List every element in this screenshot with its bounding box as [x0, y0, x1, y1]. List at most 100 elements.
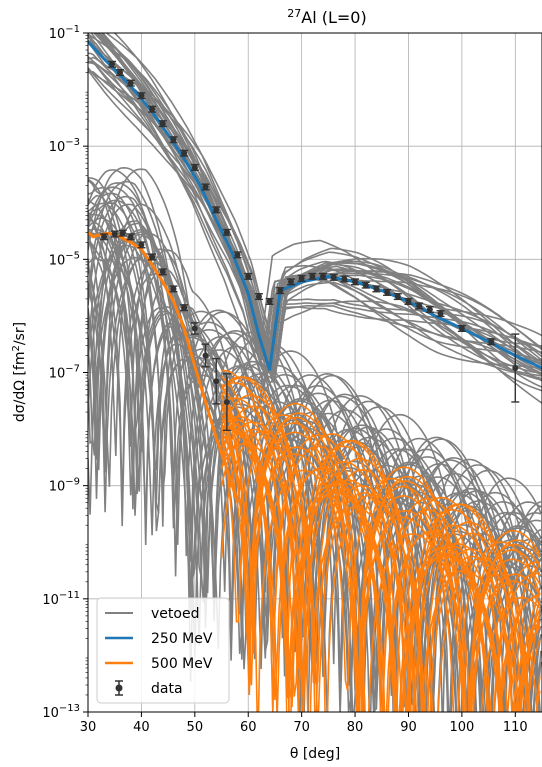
data-point: [149, 106, 156, 113]
data-point: [213, 378, 220, 385]
data-point: [298, 275, 305, 282]
legend: vetoed 250 MeV 500 MeV data: [96, 597, 230, 704]
y-tick-label: 10−1: [49, 24, 80, 42]
mev500-ensemble-curve: [221, 428, 541, 712]
data-point: [287, 278, 294, 285]
y-tick-label: 10−3: [49, 137, 80, 155]
y-tick-base: 10: [49, 253, 66, 268]
y-tick-base: 10: [49, 27, 66, 42]
vetoed-curve: [88, 61, 542, 375]
legend-swatch-data-marker: [115, 684, 123, 692]
vetoed-curve: [88, 178, 542, 712]
data-point: [138, 92, 145, 99]
legend-label-vetoed: vetoed: [151, 606, 199, 622]
x-tick-label: 80: [347, 720, 364, 735]
data-point: [223, 229, 230, 236]
y-tick-base: 10: [42, 593, 59, 608]
axis-ticks: 30 40 50 60 70 80 90 100 11010−110−310−510−710−9…: [42, 24, 527, 735]
mev500-ensemble-curve: [221, 425, 541, 712]
data-point: [426, 306, 433, 313]
y-tick-label: 10−11: [42, 590, 80, 608]
data-point: [488, 338, 495, 345]
data-point: [149, 253, 156, 260]
data-point: [159, 120, 166, 127]
data-point: [138, 241, 145, 248]
legend-label-250mev: 250 MeV: [151, 631, 213, 647]
x-tick-label: 30: [80, 720, 97, 735]
y-tick-exponent: −3: [65, 137, 80, 148]
mev500-ensemble-curve: [220, 422, 541, 712]
data-point: [223, 399, 230, 406]
data-point: [202, 352, 209, 359]
x-tick-label: 60: [240, 720, 257, 735]
mev500-ensemble-curve: [220, 387, 541, 712]
vetoed-curve: [88, 203, 541, 712]
chart-title-superscript: 27: [287, 7, 301, 20]
mev500-ensemble-curve: [220, 383, 541, 712]
vetoed-curve: [88, 182, 542, 712]
y-tick-exponent: −9: [65, 477, 80, 488]
y-tick-base: 10: [42, 706, 59, 721]
y-axis-label-superscript: 2: [11, 345, 22, 351]
data-point: [458, 325, 465, 332]
x-axis-label: θ [deg]: [290, 746, 340, 762]
mev500-ensemble-curve: [221, 407, 540, 712]
data-point: [101, 233, 108, 240]
data-point: [191, 325, 198, 332]
vetoed-curve: [88, 41, 542, 377]
data-point: [109, 61, 116, 68]
y-axis-label-main: dσ/dΩ [fm: [12, 352, 28, 423]
data-point: [255, 293, 262, 300]
x-tick-label: 40: [133, 720, 150, 735]
mev500-ensemble-curve: [220, 376, 541, 712]
y-tick-label: 10−13: [42, 703, 80, 721]
chart-title: 27Al (L=0): [287, 7, 366, 27]
y-tick-base: 10: [49, 140, 66, 155]
mev500-ensemble-curve: [220, 430, 541, 712]
data-point: [111, 231, 118, 238]
y-tick-exponent: −5: [65, 250, 80, 261]
y-tick-label: 10−5: [49, 250, 80, 268]
mev500-ensemble-curve: [221, 369, 541, 712]
data-point: [181, 304, 188, 311]
x-tick-label: 50: [187, 720, 204, 735]
data-point: [245, 273, 252, 280]
y-tick-exponent: −11: [59, 590, 80, 601]
data-point: [320, 273, 327, 280]
y-tick-base: 10: [49, 367, 66, 382]
chart-title-main: Al (L=0): [301, 8, 366, 27]
data-point: [341, 275, 348, 282]
y-axis-label-end: /sr]: [12, 322, 28, 345]
data-point: [170, 136, 177, 143]
vetoed-curve: [101, 33, 542, 368]
legend-label-500mev: 500 MeV: [151, 656, 213, 672]
data-point: [416, 302, 423, 309]
data-point: [202, 183, 209, 190]
mev500-ensemble-curve: [220, 414, 541, 712]
data-point: [159, 268, 166, 275]
vetoed-curve: [88, 192, 542, 712]
data-point: [309, 273, 316, 280]
mev500-ensemble-curve: [220, 376, 541, 712]
data-point: [266, 298, 273, 305]
y-axis-label: dσ/dΩ [fm2/sr]: [11, 322, 28, 422]
data-point: [127, 80, 134, 87]
data-point: [191, 164, 198, 171]
data-point: [405, 298, 412, 305]
data-point: [394, 293, 401, 300]
data-point: [213, 206, 220, 213]
y-tick-base: 10: [49, 480, 66, 495]
y-tick-label: 10−7: [49, 364, 80, 382]
data-point: [352, 278, 359, 285]
vetoed-curve: [88, 41, 542, 345]
x-tick-label: 70: [293, 720, 310, 735]
data-points: [100, 60, 520, 432]
data-point: [437, 310, 444, 317]
x-tick-label: 100: [449, 720, 474, 735]
data-point: [181, 150, 188, 157]
legend-label-data: data: [151, 681, 183, 697]
vetoed-curve: [88, 33, 542, 392]
data-point: [330, 274, 337, 281]
data-point: [277, 287, 284, 294]
